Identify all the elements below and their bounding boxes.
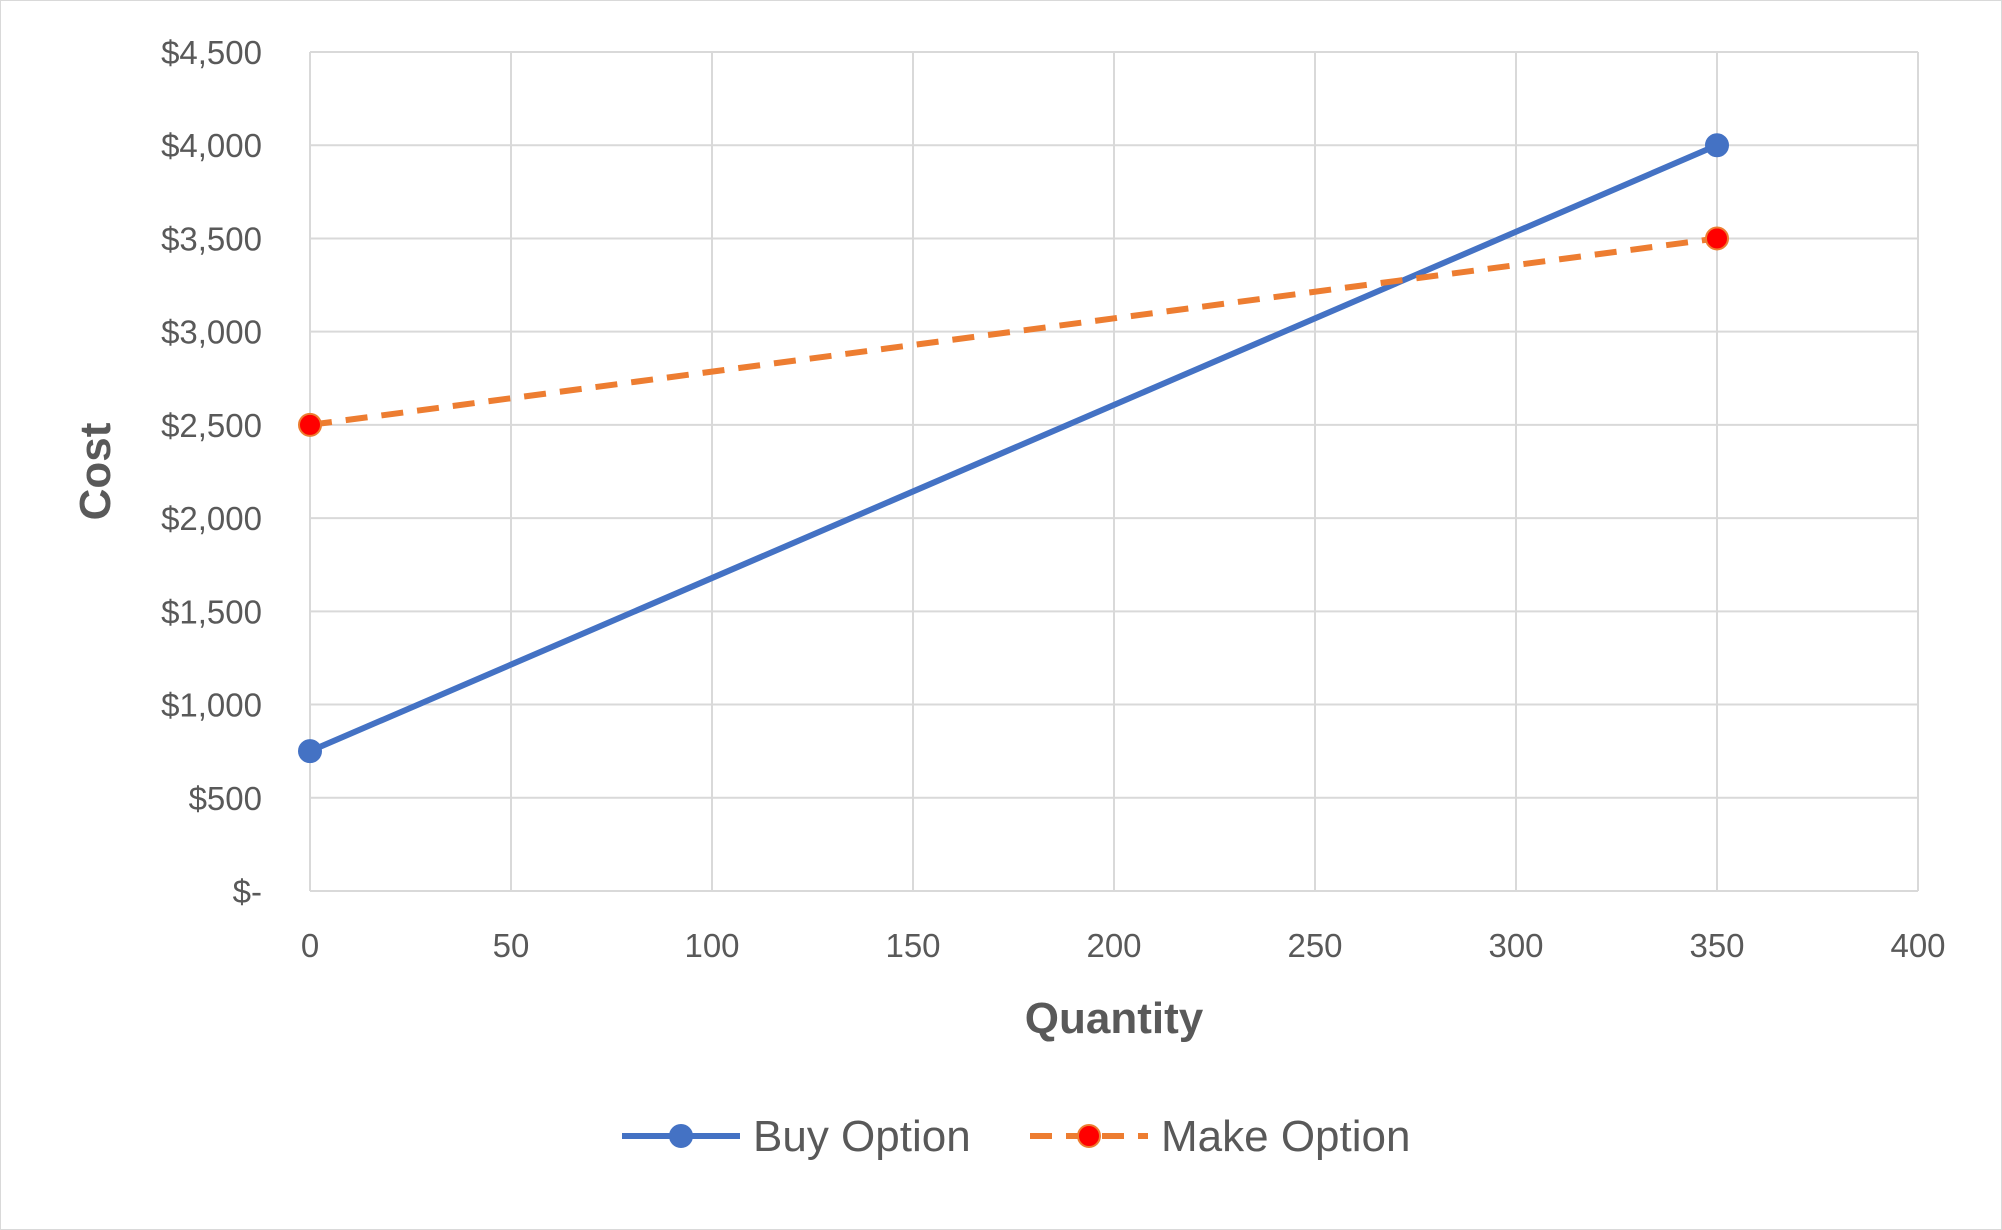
- x-tick-label: 100: [684, 927, 739, 964]
- series-1: [298, 133, 1729, 764]
- y-axis-tick-labels: $- $500 $1,000 $1,500 $2,000 $2,500 $3,000 $3,5…: [161, 34, 262, 910]
- series-line: [309, 235, 1718, 428]
- legend-label: Buy Option: [753, 1112, 971, 1161]
- legend: Buy Option Make Option: [622, 1112, 1410, 1161]
- x-axis-title: Quantity: [1025, 994, 1204, 1043]
- x-tick-label: 200: [1086, 927, 1141, 964]
- data-point: [1705, 133, 1729, 158]
- y-tick-label: $-: [233, 873, 262, 910]
- y-tick-label: $3,500: [161, 220, 262, 257]
- data-point: [298, 412, 322, 437]
- x-tick-label: 0: [301, 927, 319, 964]
- y-tick-label: $2,000: [161, 500, 262, 537]
- x-tick-label: 150: [885, 927, 940, 964]
- legend-label: Make Option: [1161, 1112, 1410, 1161]
- y-tick-label: $3,000: [161, 314, 262, 351]
- y-tick-label: $4,500: [161, 34, 262, 71]
- series-line: [307, 142, 1720, 755]
- x-tick-label: 400: [1890, 927, 1945, 964]
- x-tick-label: 350: [1689, 927, 1744, 964]
- x-axis-tick-labels: 0 50 100 150 200 250 300 350 400: [301, 927, 1946, 964]
- y-tick-label: $1,000: [161, 687, 262, 724]
- data-point: [1705, 226, 1729, 251]
- y-tick-label: $1,500: [161, 593, 262, 630]
- y-tick-label: $4,000: [161, 127, 262, 164]
- x-tick-label: 50: [493, 927, 530, 964]
- gridlines: [309, 51, 1919, 892]
- y-tick-label: $2,500: [161, 407, 262, 444]
- y-tick-label: $500: [189, 780, 262, 817]
- series-2: [298, 226, 1729, 437]
- legend-item: Make Option: [1030, 1112, 1410, 1161]
- series: [298, 133, 1729, 764]
- legend-item: Buy Option: [622, 1112, 971, 1161]
- y-axis-title: Cost: [71, 422, 120, 520]
- legend-swatch-marker: [1077, 1124, 1101, 1148]
- data-point: [298, 739, 322, 764]
- x-tick-label: 300: [1488, 927, 1543, 964]
- legend-swatch-marker: [669, 1124, 693, 1148]
- x-tick-label: 250: [1287, 927, 1342, 964]
